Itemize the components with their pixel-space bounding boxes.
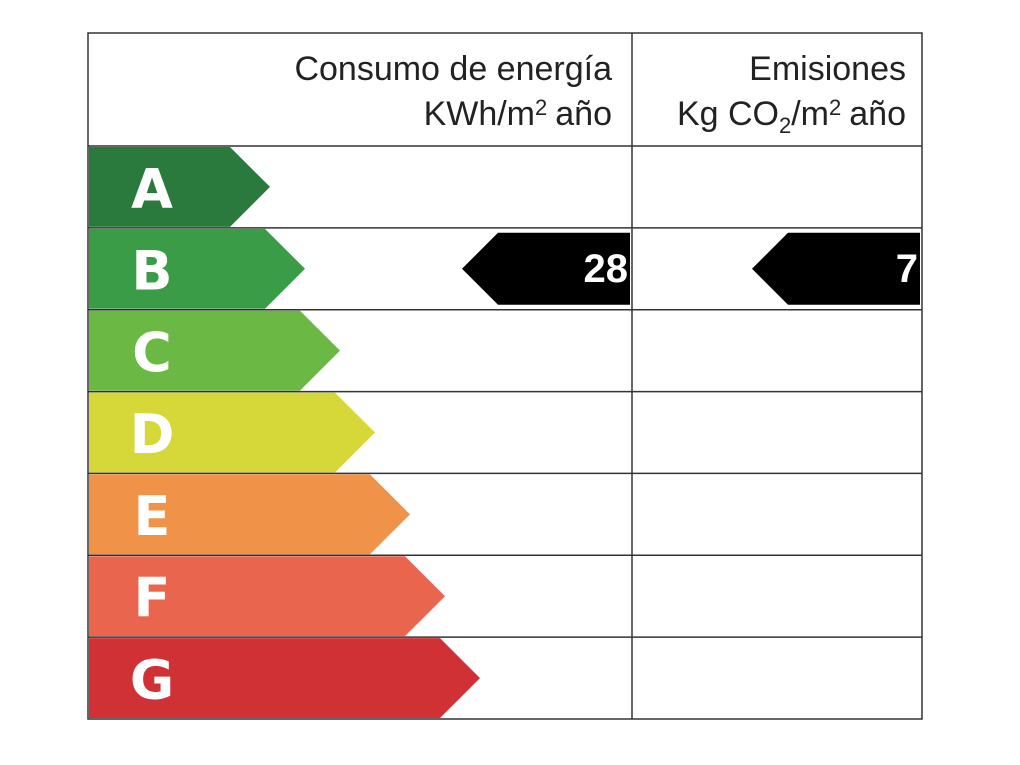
class-letter: D (130, 403, 175, 466)
unit-sub: 2 (779, 113, 791, 138)
unit-sup: 2 (535, 95, 547, 120)
rating-value: 28 (584, 247, 629, 291)
table-border (87, 32, 923, 720)
unit-sup: 2 (829, 95, 841, 120)
class-arrow (89, 310, 340, 391)
unit-part: KWh/m (424, 95, 535, 133)
emissions-title: Emisiones (749, 50, 906, 88)
consumption-title: Consumo de energía (294, 50, 612, 88)
class-arrow (89, 638, 480, 718)
unit-part: /m (791, 95, 829, 133)
class-arrow (89, 147, 270, 227)
class-arrow (89, 392, 375, 473)
unit-part: Kg CO (677, 95, 779, 133)
rating-tag (462, 232, 630, 305)
class-arrow (89, 474, 410, 555)
class-letter: C (132, 321, 172, 384)
class-arrow (89, 228, 305, 309)
unit-part: año (555, 95, 612, 133)
emissions-unit: Kg CO2/m2 año (677, 95, 906, 138)
rating-tag (752, 232, 920, 305)
class-letter: G (130, 649, 174, 712)
class-letter: B (131, 239, 172, 302)
unit-part: año (849, 95, 906, 133)
class-letter: E (134, 485, 171, 548)
rating-value: 7 (896, 247, 918, 291)
class-letter: F (134, 567, 171, 630)
consumption-unit: KWh/m2 año (424, 95, 612, 133)
class-arrow (89, 556, 445, 637)
class-letter: A (131, 157, 173, 220)
